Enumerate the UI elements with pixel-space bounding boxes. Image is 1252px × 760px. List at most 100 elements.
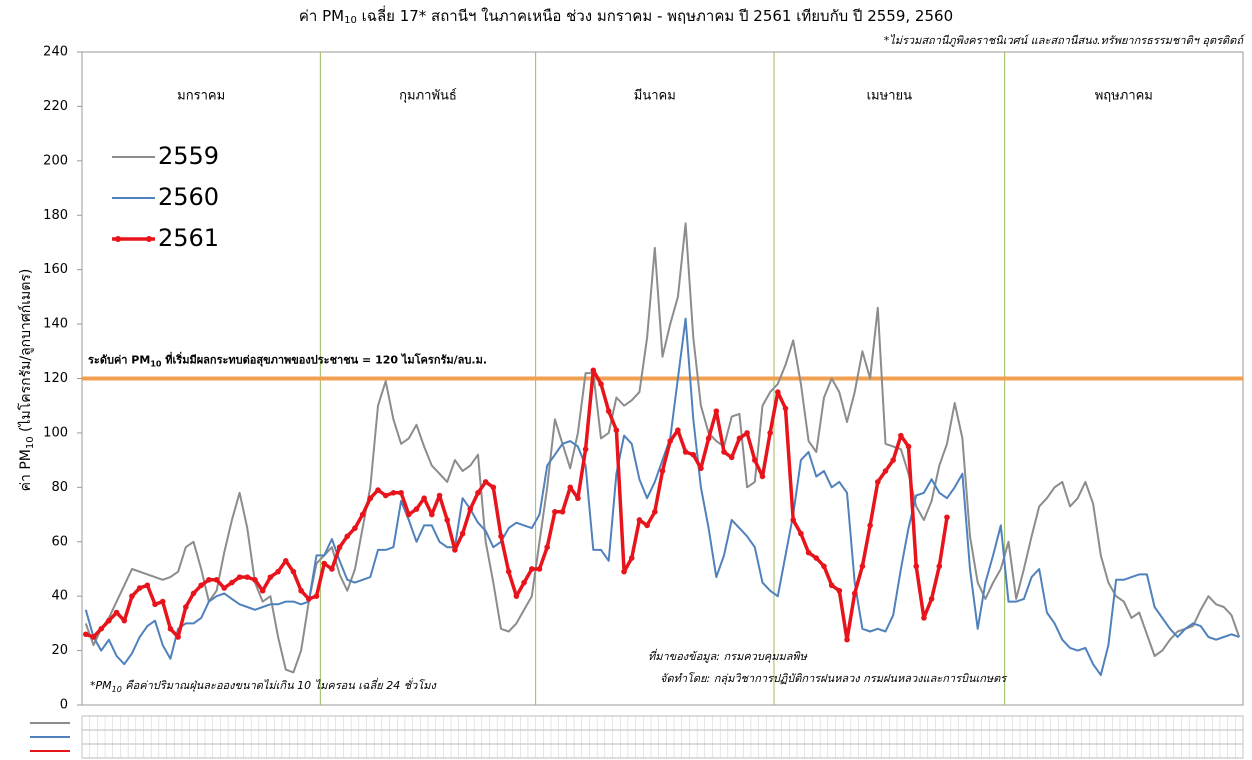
y-tick-label: 40 bbox=[51, 589, 68, 604]
point bbox=[652, 509, 658, 515]
point bbox=[675, 427, 681, 433]
point bbox=[244, 574, 251, 580]
point bbox=[621, 568, 627, 575]
legend-label: 2559 bbox=[158, 142, 219, 170]
point bbox=[336, 544, 343, 550]
point bbox=[405, 511, 412, 518]
point bbox=[421, 495, 427, 502]
point bbox=[813, 555, 820, 561]
y-tick-label: 0 bbox=[60, 698, 68, 713]
point bbox=[390, 489, 397, 496]
point bbox=[290, 568, 297, 575]
point bbox=[175, 634, 181, 640]
point bbox=[905, 443, 912, 450]
point bbox=[129, 593, 135, 599]
point bbox=[413, 506, 420, 512]
source-note: ที่มาของข้อมูล: กรมควบคุมมลพิษ bbox=[648, 648, 808, 663]
month-label: เมษายน bbox=[867, 89, 912, 104]
point bbox=[528, 566, 535, 572]
chart-title: ค่า PM10 เฉลี่ย 17* สถานีฯ ในภาคเหนือ ช่… bbox=[299, 5, 953, 27]
legend-label: 2560 bbox=[158, 183, 219, 211]
point bbox=[882, 468, 889, 474]
subtitle: *ไม่รวมสถานีภูพิงคราชนิเวศน์ และสถานีสนง… bbox=[884, 34, 1246, 47]
point bbox=[98, 626, 105, 632]
point bbox=[805, 549, 812, 556]
point bbox=[928, 596, 935, 602]
point bbox=[136, 585, 143, 591]
text-part: ระดับค่า PM bbox=[88, 354, 150, 367]
point bbox=[444, 517, 451, 523]
point bbox=[167, 626, 174, 632]
point bbox=[298, 587, 304, 594]
point bbox=[736, 435, 743, 442]
point bbox=[144, 582, 151, 589]
point bbox=[521, 579, 527, 586]
text-part: *PM bbox=[90, 679, 112, 692]
point bbox=[552, 509, 558, 515]
y-tick-label: 80 bbox=[51, 480, 68, 495]
threshold-label: ระดับค่า PM10 ที่เริ่มมีผลกระทบต่อสุขภาพ… bbox=[88, 352, 487, 369]
point bbox=[382, 492, 389, 499]
y-tick-label: 20 bbox=[51, 643, 68, 658]
series-line bbox=[85, 368, 949, 642]
point bbox=[206, 577, 212, 583]
point bbox=[513, 593, 520, 599]
point bbox=[467, 506, 474, 512]
point bbox=[259, 587, 266, 594]
point bbox=[728, 454, 735, 461]
point bbox=[344, 533, 351, 540]
point bbox=[790, 517, 797, 523]
point bbox=[682, 449, 689, 455]
point bbox=[505, 568, 512, 575]
point bbox=[828, 582, 835, 589]
table-row bbox=[81, 743, 1244, 759]
point bbox=[936, 563, 943, 570]
point bbox=[306, 596, 312, 602]
point bbox=[236, 574, 243, 580]
point bbox=[598, 381, 604, 387]
point bbox=[859, 563, 866, 570]
footnote: *PM10 คือค่าปริมาณฝุ่นละอองขนาดไม่เกิน 1… bbox=[90, 677, 438, 694]
text-part: ที่เริ่มมีผลกระทบต่อสุขภาพของประชาชน = 1… bbox=[161, 352, 487, 368]
point bbox=[321, 560, 327, 567]
point bbox=[182, 604, 189, 610]
point bbox=[313, 593, 320, 599]
series-line bbox=[84, 222, 1241, 674]
point bbox=[613, 427, 620, 433]
table-row bbox=[81, 715, 1244, 731]
point bbox=[275, 568, 281, 575]
source-note: จัดทำโดย: กลุ่มวิชาการปฏิบัติการฝนหลวง ก… bbox=[660, 672, 1008, 685]
y-tick-label: 220 bbox=[43, 99, 68, 114]
point bbox=[229, 579, 235, 586]
point bbox=[698, 465, 704, 472]
text-part: คือค่าปริมาณฝุ่นละอองขนาดไม่เกิน 10 ไมคร… bbox=[122, 677, 438, 692]
point bbox=[705, 435, 712, 442]
point bbox=[944, 514, 950, 521]
series-line bbox=[84, 317, 1240, 677]
point bbox=[628, 555, 635, 561]
point bbox=[152, 601, 158, 608]
table-row bbox=[81, 729, 1244, 745]
point bbox=[775, 389, 781, 395]
point bbox=[436, 492, 443, 499]
y-tick-label: 140 bbox=[43, 317, 68, 332]
point bbox=[498, 533, 504, 540]
point bbox=[751, 457, 758, 463]
point bbox=[429, 511, 435, 518]
point bbox=[567, 484, 574, 491]
point bbox=[375, 487, 381, 493]
point bbox=[482, 479, 489, 485]
y-tick-label: 160 bbox=[43, 262, 68, 277]
month-label: มกราคม bbox=[177, 89, 225, 104]
legend-label: 2561 bbox=[158, 224, 219, 252]
point bbox=[252, 577, 258, 583]
point bbox=[605, 408, 612, 414]
legend-marker bbox=[115, 236, 121, 242]
legend-marker bbox=[146, 236, 152, 242]
point bbox=[452, 547, 458, 553]
y-axis-label: ค่า PM10 (ไมโครกรัม/ลูกบาศก์เมตร) bbox=[17, 269, 36, 492]
y-tick-label: 100 bbox=[43, 425, 68, 440]
y-tick-label: 180 bbox=[43, 208, 68, 223]
point bbox=[359, 511, 366, 518]
point bbox=[106, 617, 112, 624]
